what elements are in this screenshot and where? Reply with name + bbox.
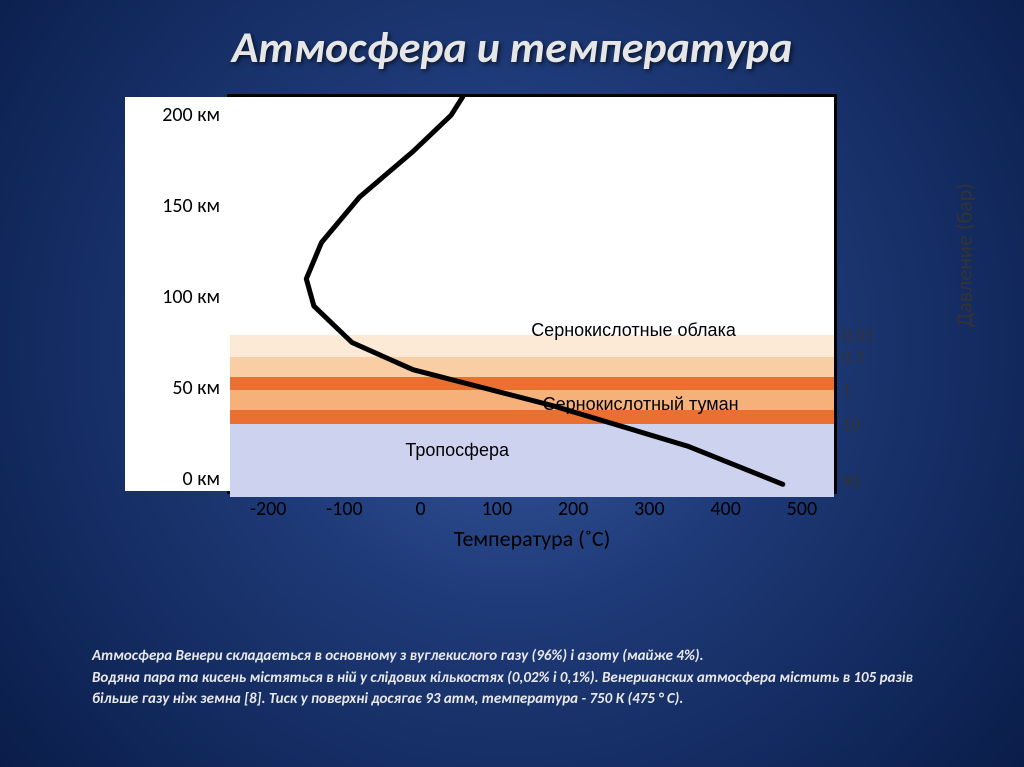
xtick-label: 200 (558, 497, 588, 521)
y2tick-label: 0,1 (842, 346, 865, 368)
y2tick-label: 0,01 (842, 324, 874, 346)
xtick-label: 0 (416, 497, 426, 521)
temperature-curve (230, 97, 840, 497)
chart-container: ТропосфераСернокислотный туманСернокисло… (112, 94, 912, 564)
plot-area: ТропосфераСернокислотный туманСернокисло… (227, 94, 837, 494)
caption-text: Атмосфера Венери складається в основному… (92, 646, 932, 709)
xtick-label: 500 (787, 497, 817, 521)
xtick-label: 100 (482, 497, 512, 521)
caption-line-2: Водяна пара та кисень містяться в ній у … (92, 668, 932, 709)
slide-title: Атмосфера и температура (0, 0, 1024, 74)
ytick-label: 100 км (162, 285, 220, 309)
ytick-label: 150 км (162, 194, 220, 218)
xtick-label: -200 (250, 497, 287, 521)
ytick-label: 200 км (162, 103, 220, 127)
y2tick-label: 1 (842, 379, 851, 401)
caption-line-1: Атмосфера Венери складається в основному… (92, 646, 932, 666)
xaxis-label: Температура (˚C) (454, 525, 611, 552)
y2tick-label: 90 (842, 470, 860, 492)
y2tick-label: 10 (842, 413, 860, 435)
ytick-label: 50 км (172, 376, 220, 400)
y2axis-label: Давление (бар) (950, 183, 977, 327)
xtick-label: 400 (710, 497, 740, 521)
xtick-label: -100 (326, 497, 363, 521)
xtick-label: 300 (634, 497, 664, 521)
ytick-label: 0 км (183, 467, 220, 491)
atmosphere-chart: ТропосфераСернокислотный туманСернокисло… (112, 94, 912, 564)
